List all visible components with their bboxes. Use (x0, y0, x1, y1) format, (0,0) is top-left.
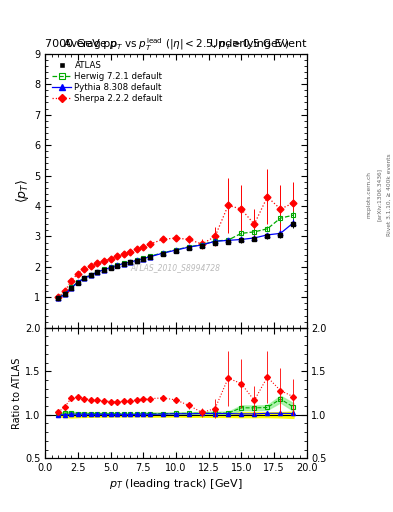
Text: 7000 GeV pp: 7000 GeV pp (45, 38, 118, 49)
Y-axis label: Ratio to ATLAS: Ratio to ATLAS (12, 357, 22, 429)
Text: Rivet 3.1.10, ≥ 400k events: Rivet 3.1.10, ≥ 400k events (387, 153, 391, 236)
Text: Underlying Event: Underlying Event (210, 38, 307, 49)
Text: mcplots.cern.ch: mcplots.cern.ch (367, 171, 372, 218)
Title: Average $p_T$ vs $p_T^{\rm lead}$ ($|\eta| < 2.5$, $p_T > 0.5$ GeV): Average $p_T$ vs $p_T^{\rm lead}$ ($|\et… (63, 36, 289, 53)
Text: ATLAS_2010_S8994728: ATLAS_2010_S8994728 (131, 263, 221, 272)
Y-axis label: $\langle p_T \rangle$: $\langle p_T \rangle$ (14, 179, 31, 203)
Legend: ATLAS, Herwig 7.2.1 default, Pythia 8.308 default, Sherpa 2.2.2 default: ATLAS, Herwig 7.2.1 default, Pythia 8.30… (50, 58, 165, 105)
Text: [arXiv:1306.3436]: [arXiv:1306.3436] (377, 168, 382, 221)
X-axis label: $p_T$ (leading track) [GeV]: $p_T$ (leading track) [GeV] (109, 477, 243, 492)
